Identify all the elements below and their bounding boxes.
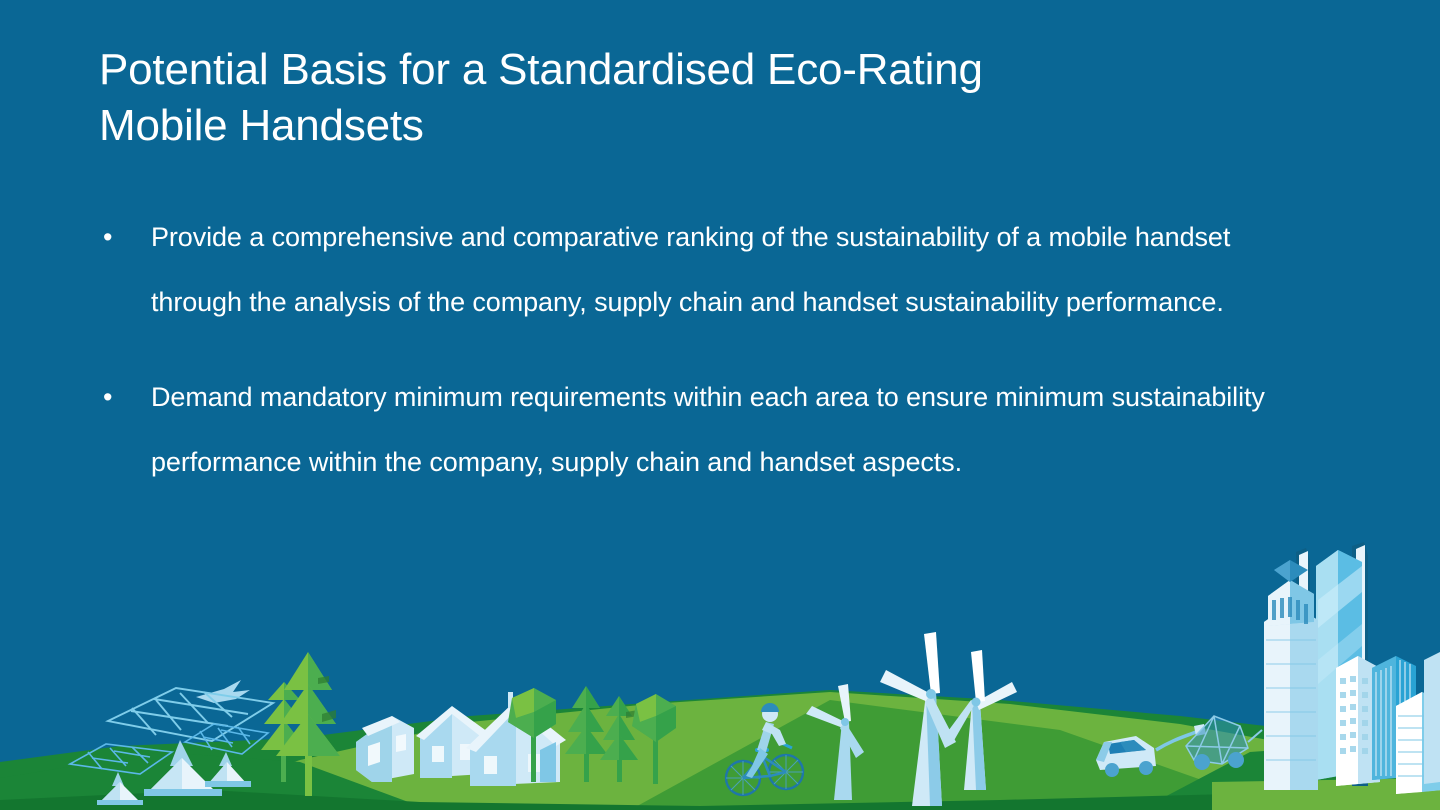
tree-cluster-center [508, 686, 676, 784]
bullet-marker-icon: • [103, 222, 113, 252]
cyclist [724, 703, 805, 797]
list-item: • Demand mandatory minimum requirements … [99, 365, 1284, 495]
bullet-marker-icon: • [103, 382, 113, 412]
page-title: Potential Basis for a Standardised Eco-R… [99, 45, 983, 150]
city-skyline [1264, 542, 1440, 794]
bullet-text: Provide a comprehensive and comparative … [151, 222, 1231, 317]
wind-turbine-blades-left [806, 684, 864, 758]
electric-vehicle-second [1185, 715, 1263, 770]
solar-panel-small-left [67, 743, 175, 805]
charging-cable [1155, 730, 1197, 752]
solar-panel-large [105, 687, 276, 796]
bullet-text: Demand mandatory minimum requirements wi… [151, 382, 1265, 477]
wind-turbine-group [806, 632, 1017, 806]
wind-turbine-blades-right [943, 650, 1017, 744]
pine-tree-cluster-left [261, 652, 340, 796]
solar-panel-small-right [182, 723, 270, 787]
bullet-list: • Provide a comprehensive and comparativ… [99, 205, 1284, 525]
list-item: • Provide a comprehensive and comparativ… [99, 205, 1284, 335]
left-tower-windows [1272, 597, 1308, 624]
house-cluster [356, 692, 566, 786]
hill-foreground-deep [0, 790, 1440, 810]
